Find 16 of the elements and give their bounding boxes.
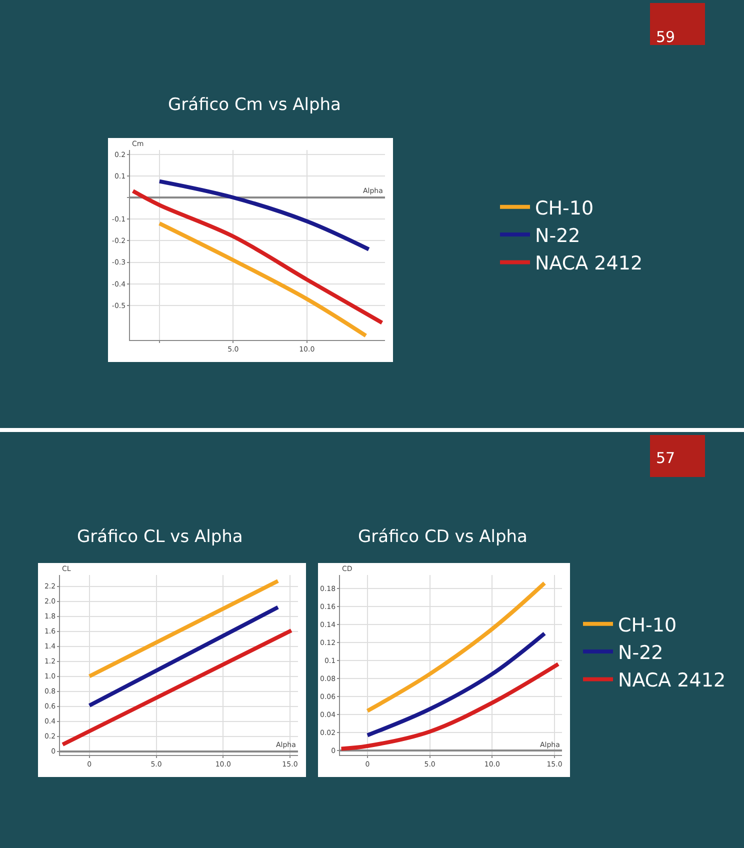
legend-label: CH-10: [618, 614, 677, 636]
text: 59: [656, 28, 676, 46]
legend-label: NACA 2412: [535, 252, 643, 275]
legend-label: N-22: [618, 642, 664, 664]
legend-label: CH-10: [535, 197, 594, 220]
chart-title: Gráfico CD vs Alpha: [358, 527, 528, 547]
line-series: [130, 189, 384, 325]
chart-title: Gráfico Cm vs Alpha: [168, 95, 341, 115]
line-series: [365, 581, 547, 713]
line-series: [157, 221, 368, 338]
text: 57: [656, 449, 676, 467]
line-series: [340, 662, 560, 751]
legend-label: NACA 2412: [618, 670, 726, 692]
legend-label: N-22: [535, 224, 580, 247]
chart-title: Gráfico CL vs Alpha: [77, 527, 243, 547]
line-series: [365, 632, 547, 738]
